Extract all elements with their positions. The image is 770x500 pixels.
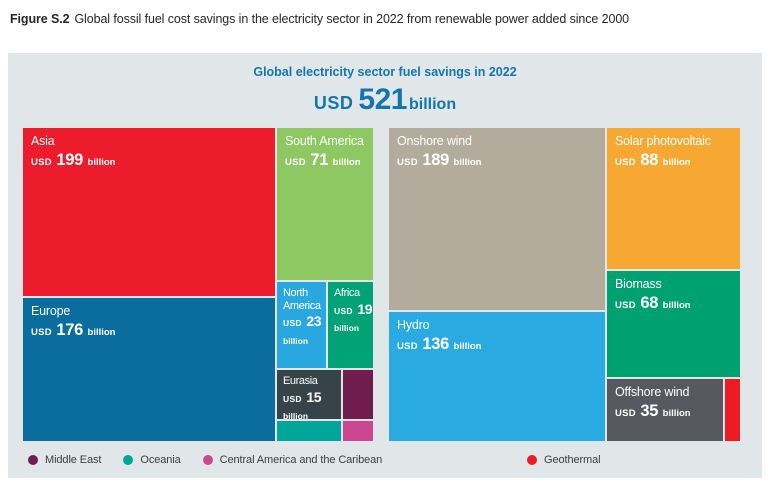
legend-label: Middle East bbox=[45, 454, 102, 466]
tile-value: USD 199 billion bbox=[31, 151, 116, 170]
treemap-tile-eurasia: Eurasia USD 15 billion bbox=[277, 370, 341, 419]
chart-total: USD 521 billion bbox=[8, 83, 762, 117]
treemap-tile-biomass: Biomass USD 68 billion bbox=[607, 271, 740, 377]
treemap-technologies: Onshore wind USD 189 billion Hydro USD 136 … bbox=[389, 128, 740, 441]
legend-regions: Middle East Oceania Central America and th… bbox=[28, 454, 382, 466]
tile-label: Africa bbox=[334, 287, 360, 299]
legend-label: Oceania bbox=[140, 454, 181, 466]
tile-label: Offshore wind bbox=[615, 385, 690, 399]
tile-value: USD 15 billion bbox=[283, 388, 322, 419]
legend-label: Central America and the Caribean bbox=[219, 454, 383, 466]
treemap-regions: Asia USD 199 billion Europe USD 176 billion… bbox=[23, 128, 373, 441]
treemap-tile-north-america: North America USD 23 billion bbox=[277, 282, 326, 368]
legend-item-middle-east: Middle East bbox=[28, 454, 101, 466]
chart-total-value: 521 bbox=[358, 83, 407, 116]
tile-value: USD 23 billion bbox=[283, 313, 322, 346]
tile-value: USD 176 billion bbox=[31, 321, 116, 340]
treemap-tile-europe: Europe USD 176 billion bbox=[23, 298, 275, 441]
tile-value: USD 189 billion bbox=[397, 151, 482, 170]
treemap-tile-asia: Asia USD 199 billion bbox=[23, 128, 275, 296]
tile-value: USD 88 billion bbox=[615, 151, 691, 170]
figure-caption: Figure S.2 Global fossil fuel cost saving… bbox=[10, 12, 762, 26]
tile-value: USD 71 billion bbox=[285, 151, 361, 170]
tile-label: Onshore wind bbox=[397, 134, 472, 148]
tile-label: North America bbox=[283, 287, 321, 312]
legend-item-oceania: Oceania bbox=[123, 454, 181, 466]
treemap-tile-onshore-wind: Onshore wind USD 189 billion bbox=[389, 128, 605, 310]
legend-dot-geothermal bbox=[527, 455, 537, 465]
tile-label: Europe bbox=[31, 304, 71, 318]
legend-dot-central-america-and-the-caribean bbox=[202, 455, 213, 465]
figure-caption-label: Figure S.2 bbox=[10, 12, 70, 26]
legend-label: Geothermal bbox=[544, 454, 601, 466]
chart-total-unit: billion bbox=[408, 96, 457, 113]
chart-title: Global electricity sector fuel savings i… bbox=[253, 65, 517, 79]
tile-label: Hydro bbox=[397, 318, 430, 332]
treemap-tile-offshore-wind: Offshore wind USD 35 billion bbox=[607, 379, 723, 441]
chart-total-currency: USD bbox=[313, 93, 354, 113]
tile-label: South America bbox=[285, 134, 364, 148]
treemap-tile-central-america-and-the-caribean bbox=[343, 421, 373, 441]
legend-item-geothermal: Geothermal bbox=[527, 454, 601, 466]
legend-technologies: Geothermal bbox=[527, 454, 601, 466]
figure-caption-text: Global fossil fuel cost savings in the e… bbox=[74, 12, 630, 26]
treemap-tile-hydro: Hydro USD 136 billion bbox=[389, 312, 605, 441]
treemap-tile-south-america: South America USD 71 billion bbox=[277, 128, 373, 280]
tile-value: USD 136 billion bbox=[397, 335, 482, 354]
treemap-tile-solar-photovoltaic: Solar photovoltaic USD 88 billion bbox=[607, 128, 740, 269]
treemap-tile-oceania bbox=[277, 421, 341, 441]
chart-panel: Global electricity sector fuel savings i… bbox=[8, 53, 762, 478]
treemap-tile-africa: Africa USD 19 billion bbox=[328, 282, 373, 368]
tile-label: Eurasia bbox=[283, 375, 318, 387]
legend-dot-oceania bbox=[123, 455, 134, 465]
legend-item-central-america-and-the-caribean: Central America and the Caribean bbox=[202, 454, 383, 466]
tile-label: Biomass bbox=[615, 277, 662, 291]
treemap-tile-geothermal bbox=[725, 379, 740, 441]
tile-label: Solar photovoltaic bbox=[615, 134, 711, 148]
treemap-tile-middle-east bbox=[343, 370, 373, 419]
tile-value: USD 19 billion bbox=[334, 300, 373, 334]
legend-dot-middle-east bbox=[28, 455, 38, 465]
tile-value: USD 35 billion bbox=[615, 402, 691, 421]
tile-value: USD 68 billion bbox=[615, 294, 691, 313]
tile-label: Asia bbox=[31, 134, 55, 148]
